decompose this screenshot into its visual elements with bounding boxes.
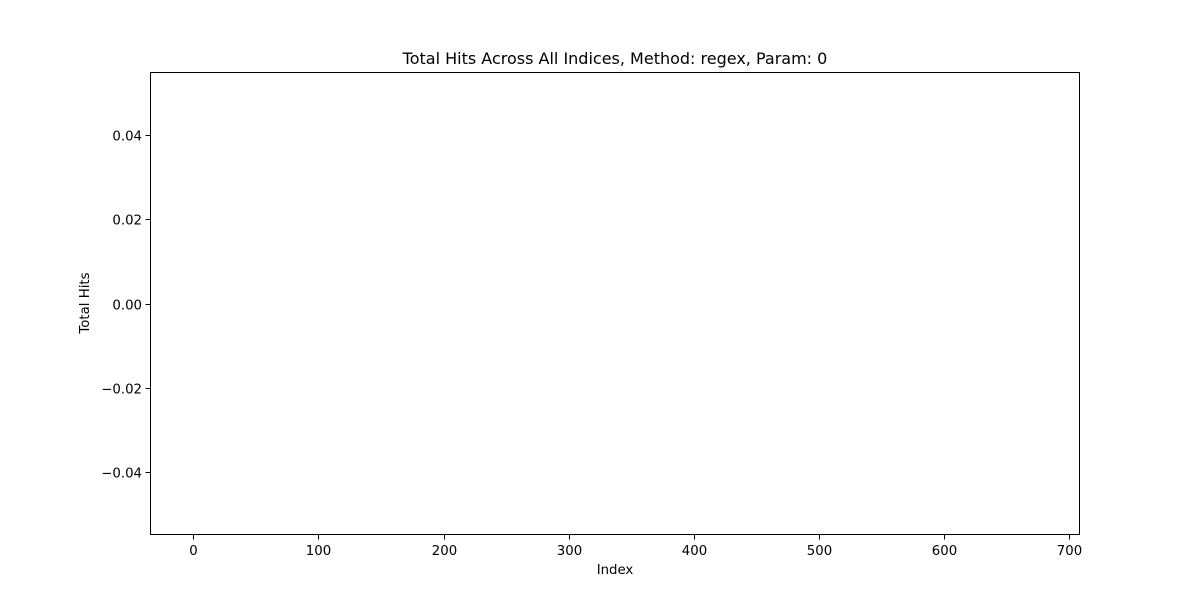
x-tick-label: 600 (932, 544, 957, 559)
x-tick-label: 400 (682, 544, 707, 559)
y-axis-label: Total Hits (78, 272, 93, 334)
y-tick-label: 0.04 (112, 130, 142, 145)
x-axis: 0 100 200 300 400 500 600 700 (189, 535, 1082, 559)
plot-area (150, 72, 1080, 535)
x-tick-label: 300 (557, 544, 582, 559)
y-tick-label: 0.02 (112, 214, 142, 229)
y-tick-label: −0.02 (101, 383, 142, 398)
x-axis-label: Index (597, 563, 634, 578)
x-tick-label: 500 (807, 544, 832, 559)
y-tick-label: 0.00 (112, 299, 142, 314)
x-tick-label: 100 (306, 544, 331, 559)
chart-title: Total Hits Across All Indices, Method: r… (402, 49, 828, 68)
y-tick-label: −0.04 (101, 467, 142, 482)
y-axis: 0.04 0.02 0.00 −0.02 −0.04 (101, 130, 150, 482)
x-tick-label: 0 (189, 544, 197, 559)
x-tick-label: 200 (432, 544, 457, 559)
x-tick-label: 700 (1057, 544, 1082, 559)
